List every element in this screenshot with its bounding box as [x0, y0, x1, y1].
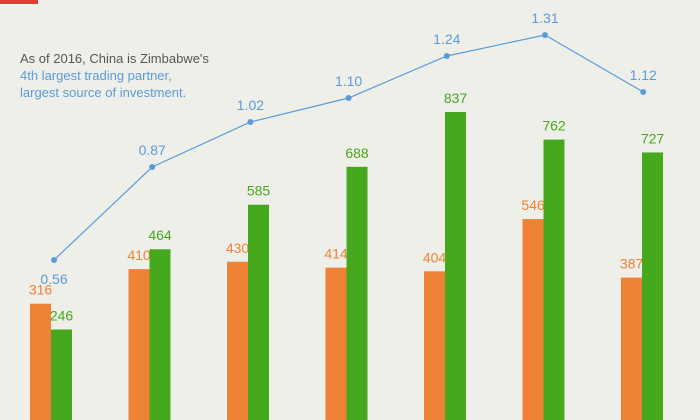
bar-value-label: 727	[641, 130, 665, 146]
line-point-3	[247, 119, 254, 125]
annotation-line-3: largest source of investment.	[20, 85, 186, 100]
bar-series2-7	[642, 152, 663, 420]
line-value-label: 1.12	[630, 67, 657, 83]
annotation-line-2: 4th largest trading partner,	[20, 68, 172, 83]
bar-value-label: 546	[521, 197, 545, 213]
bar-series2-4	[346, 166, 368, 420]
line-value-label: 0.56	[40, 271, 67, 287]
bar-series1-2	[128, 269, 150, 420]
bar-value-label: 410	[127, 247, 151, 263]
bar-series2-6	[543, 139, 565, 420]
bar-series2-3	[248, 204, 269, 420]
line-value-label: 1.24	[433, 31, 460, 47]
line-point-6	[542, 32, 548, 38]
red-corner-marker	[0, 0, 38, 4]
line-point-1	[51, 257, 57, 263]
line-series-group: 0.56 0.87 1.02 1.10 1.24 1.31 1.12	[40, 10, 657, 287]
line-value-label: 1.02	[237, 97, 264, 113]
bar-value-label: 387	[620, 256, 644, 272]
line-point-7	[640, 89, 647, 95]
bar-series2-1	[51, 329, 72, 420]
bar-value-label: 585	[247, 183, 271, 199]
bar-value-label: 837	[444, 90, 468, 106]
bar-series1-4	[325, 267, 347, 420]
bar-value-label: 688	[345, 145, 369, 161]
line-point-2	[149, 164, 156, 170]
bar-series2-2	[149, 249, 171, 420]
bar-series1-3	[227, 261, 248, 420]
bar-value-label: 246	[50, 307, 74, 323]
bar-value-label: 762	[542, 118, 566, 134]
bar-series1-5	[424, 271, 445, 420]
bar-value-label: 404	[423, 249, 447, 265]
bar-value-label: 316	[29, 282, 53, 298]
line-value-label: 1.31	[531, 10, 558, 26]
bar-series-group: 316 246 410 464 430 585 414 688 404 837 546 762 387 7…	[29, 90, 665, 420]
bar-series1-7	[621, 277, 642, 420]
bar-series1-6	[522, 219, 544, 420]
bar-value-label: 414	[324, 246, 348, 262]
line-value-label: 1.10	[335, 73, 362, 89]
line-value-label: 0.87	[139, 142, 166, 158]
bar-value-label: 464	[148, 227, 172, 243]
line-point-4	[345, 95, 352, 101]
bar-series1-1	[30, 303, 51, 420]
bar-series2-5	[445, 111, 466, 420]
annotation-line-1: As of 2016, China is Zimbabwe's	[20, 51, 209, 66]
line-point-5	[443, 53, 450, 59]
bar-value-label: 430	[226, 240, 250, 256]
